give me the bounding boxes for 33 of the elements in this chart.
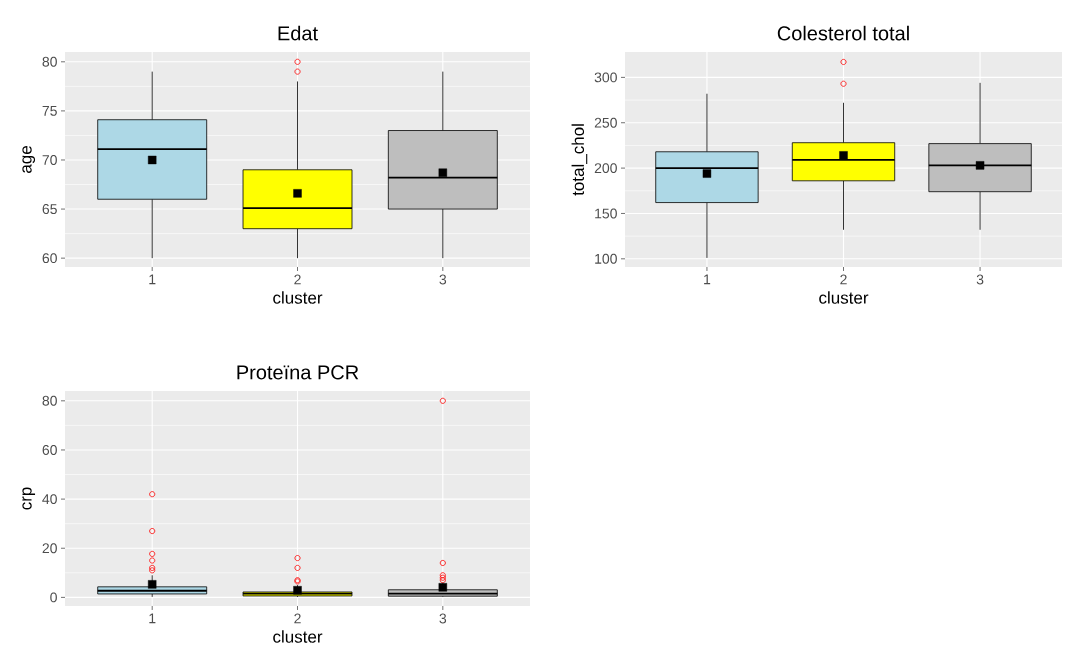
x-tick-label: 2 xyxy=(840,274,847,285)
y-tick-label: 60 xyxy=(42,444,57,455)
y-tick-label: 40 xyxy=(42,494,57,505)
x-axis-title: cluster xyxy=(819,291,869,304)
y-axis-title: age xyxy=(22,146,36,173)
x-tick-label: 1 xyxy=(149,274,156,285)
chart-title: Colesterol total xyxy=(777,25,909,41)
y-tick-label: 200 xyxy=(594,163,617,174)
y-tick-label: 250 xyxy=(594,117,617,128)
y-tick-label: 80 xyxy=(42,395,57,406)
y-tick-label: 60 xyxy=(42,253,57,264)
x-tick-label: 3 xyxy=(976,274,984,285)
y-tick-label: 150 xyxy=(595,208,617,219)
y-tick-label: 65 xyxy=(42,204,57,215)
x-axis-title: cluster xyxy=(273,291,323,304)
y-tick-label: 300 xyxy=(594,72,617,83)
x-tick-label: 2 xyxy=(294,613,301,624)
x-tick-label: 3 xyxy=(439,613,447,624)
y-tick-label: 100 xyxy=(595,253,617,264)
y-tick-label: 0 xyxy=(50,592,57,603)
y-axis-title: total_chol xyxy=(571,124,588,196)
y-axis-title: crp xyxy=(22,487,36,510)
x-axis-title: cluster xyxy=(273,630,323,643)
y-tick-label: 70 xyxy=(42,155,57,165)
y-tick-label: 20 xyxy=(42,543,57,554)
y-tick-label: 75 xyxy=(42,106,57,116)
x-tick-label: 3 xyxy=(439,274,447,285)
x-tick-label: 1 xyxy=(704,274,711,285)
chart-title: Proteïna PCR xyxy=(237,365,359,380)
x-tick-label: 1 xyxy=(149,613,156,624)
chart-title: Edat xyxy=(278,25,318,41)
x-tick-label: 2 xyxy=(294,274,301,285)
y-tick-label: 80 xyxy=(42,56,57,67)
